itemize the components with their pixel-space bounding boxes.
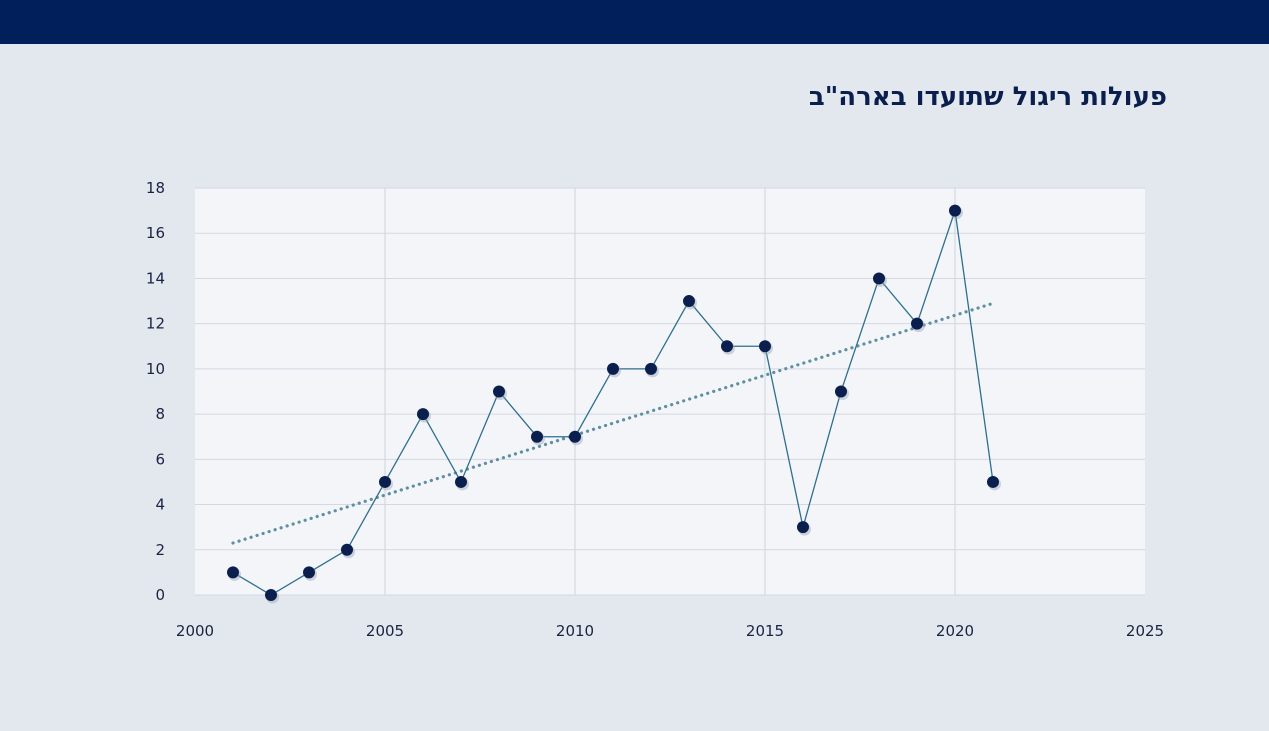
data-point <box>911 317 923 330</box>
trendline-layer <box>231 301 995 545</box>
y-tick-label: 12 <box>146 315 165 333</box>
y-tick-label: 10 <box>146 360 165 378</box>
data-point <box>341 543 353 556</box>
x-tick-label: 2025 <box>1126 622 1164 640</box>
data-point <box>493 385 505 398</box>
y-tick-label: 16 <box>146 224 165 242</box>
data-point <box>569 430 581 443</box>
header-bar <box>0 0 1269 44</box>
trendline <box>231 301 995 545</box>
plot-area <box>195 188 1145 595</box>
data-point <box>873 272 885 285</box>
data-point <box>379 475 391 488</box>
data-point <box>683 295 695 308</box>
data-point <box>607 362 619 375</box>
data-point <box>987 475 999 488</box>
data-point <box>835 385 847 398</box>
x-tick-label: 2015 <box>746 622 784 640</box>
tick-labels: 0 2 4 6 8 10 12 14 16 18 2000 2005 2010 2015 2020 2025 <box>146 179 1164 640</box>
data-point <box>303 566 315 579</box>
data-point <box>645 362 657 375</box>
data-point <box>227 566 239 579</box>
y-tick-label: 14 <box>146 269 165 287</box>
x-tick-label: 2020 <box>936 622 974 640</box>
data-point <box>797 521 809 534</box>
y-tick-label: 2 <box>155 541 165 559</box>
data-point <box>455 475 467 488</box>
y-tick-label: 0 <box>155 586 165 604</box>
grid-lines <box>195 187 1145 596</box>
data-point <box>759 340 771 353</box>
series-layer <box>227 204 1001 604</box>
data-point <box>531 430 543 443</box>
x-tick-label: 2000 <box>176 622 214 640</box>
data-point <box>949 204 961 217</box>
y-tick-label: 4 <box>155 496 165 514</box>
y-tick-label: 18 <box>146 179 165 197</box>
x-tick-label: 2005 <box>366 622 404 640</box>
y-tick-label: 8 <box>155 405 165 423</box>
data-point <box>721 340 733 353</box>
y-tick-label: 6 <box>155 450 165 468</box>
data-point <box>265 589 277 601</box>
data-point <box>417 408 429 421</box>
chart-title: פעולות ריגול שתועדו בארה"ב <box>808 82 1167 112</box>
x-tick-label: 2010 <box>556 622 594 640</box>
